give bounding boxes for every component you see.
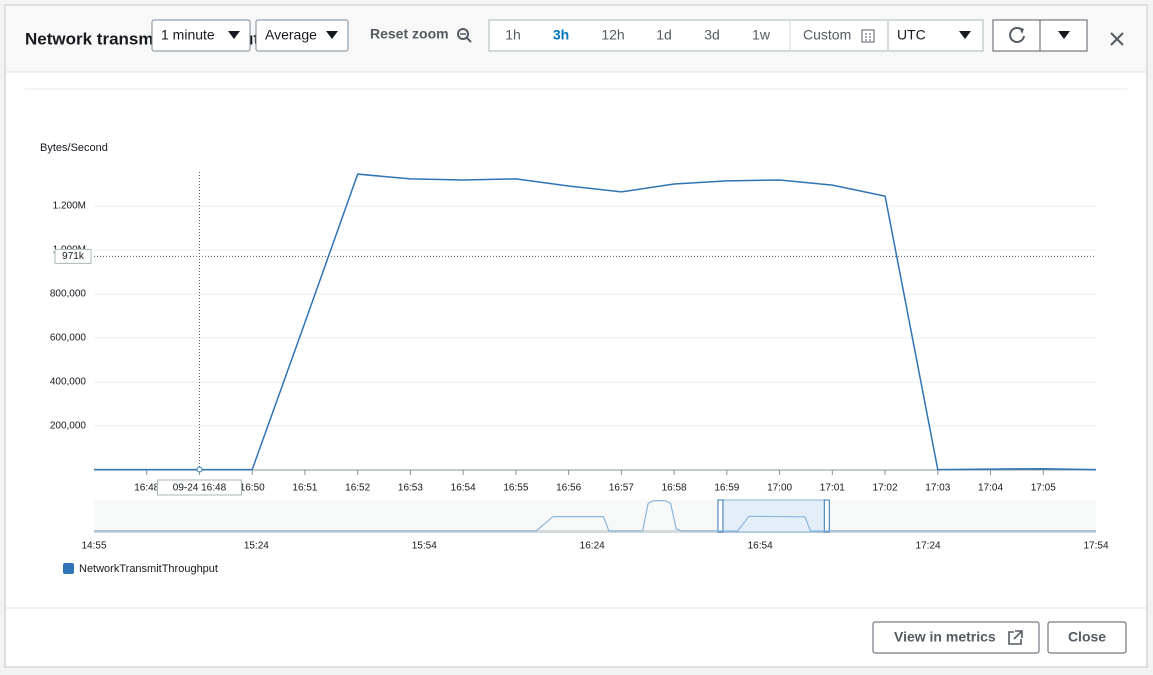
y-tick-label: 200,000 bbox=[50, 421, 87, 432]
crosshair-x-badge bbox=[156, 479, 242, 496]
select-box[interactable] bbox=[255, 19, 349, 52]
legend-swatch bbox=[63, 563, 74, 574]
x-tick-label: 16:57 bbox=[609, 483, 634, 494]
range-buttons: 1h 3h 12h 1d 3d 1w bbox=[505, 27, 771, 43]
overview-tick-label: 14:55 bbox=[81, 541, 106, 552]
refresh-icon bbox=[1009, 27, 1025, 43]
x-tick-label: 16:56 bbox=[556, 483, 581, 494]
y-tick-label: 600,000 bbox=[50, 333, 87, 344]
crosshair-y-badge bbox=[54, 248, 92, 264]
overview-tick-label: 17:54 bbox=[1083, 541, 1108, 552]
select-box[interactable] bbox=[151, 19, 251, 52]
selection-handle[interactable] bbox=[823, 499, 830, 533]
select-value[interactable]: Average bbox=[265, 27, 317, 43]
x-tick-label: 16:50 bbox=[240, 483, 265, 494]
button-label[interactable]: Close bbox=[1068, 629, 1106, 645]
zoom-icon bbox=[457, 28, 472, 43]
range-button[interactable]: 1w bbox=[752, 27, 771, 43]
overview-tick-label: 17:24 bbox=[916, 541, 941, 552]
crosshair-x-label: 09-24 16:48 bbox=[173, 483, 227, 494]
period-select[interactable]: 1 minute bbox=[151, 19, 251, 52]
overview-tick-label: 15:24 bbox=[244, 541, 269, 552]
close-icon[interactable] bbox=[1110, 32, 1124, 46]
y-axis-title: Bytes/Second bbox=[40, 142, 108, 154]
y-tick-label: 800,000 bbox=[50, 289, 87, 300]
overview-tick-label: 16:54 bbox=[748, 541, 773, 552]
x-tick-label: 16:55 bbox=[503, 483, 528, 494]
refresh-icon-tip bbox=[1019, 27, 1024, 34]
overview-tick-label: 16:24 bbox=[580, 541, 605, 552]
select-arrow bbox=[1058, 31, 1070, 39]
custom-range[interactable]: Custom bbox=[803, 27, 851, 43]
selection-handle[interactable] bbox=[717, 499, 724, 533]
dialog-frame bbox=[4, 4, 1148, 668]
y-tick-label: 400,000 bbox=[50, 377, 87, 388]
select-arrow bbox=[326, 31, 338, 39]
range-button[interactable]: 12h bbox=[601, 27, 624, 43]
range-button[interactable]: 1h bbox=[505, 27, 521, 43]
legend-label: NetworkTransmitThroughput bbox=[79, 563, 218, 575]
overview-line bbox=[94, 500, 1096, 532]
x-tick-label: 17:04 bbox=[978, 483, 1003, 494]
x-tick-label: 17:05 bbox=[1031, 483, 1056, 494]
refresh-button[interactable] bbox=[992, 19, 1041, 52]
x-tick-label: 17:01 bbox=[820, 483, 845, 494]
external-link-icon bbox=[1008, 630, 1023, 645]
y-tick-label: 1.200M bbox=[53, 201, 86, 212]
range-button[interactable]: 3d bbox=[704, 27, 720, 43]
close-button[interactable] bbox=[1047, 621, 1127, 654]
x-tick-label: 16:52 bbox=[345, 483, 370, 494]
x-tick-label: 16:53 bbox=[398, 483, 423, 494]
range-button[interactable]: 3h bbox=[553, 27, 569, 43]
crosshair-point bbox=[196, 466, 203, 473]
select-arrow bbox=[959, 31, 971, 39]
button-label[interactable]: View in metrics bbox=[894, 629, 996, 645]
x-tick-label: 16:48 bbox=[134, 483, 159, 494]
x-tick-label: 17:02 bbox=[873, 483, 898, 494]
range-button[interactable]: 1d bbox=[656, 27, 672, 43]
reset-zoom[interactable]: Reset zoom bbox=[370, 26, 449, 42]
x-tick-label: 16:54 bbox=[451, 483, 476, 494]
x-tick-label: 17:03 bbox=[925, 483, 950, 494]
x-tick-label: 16:58 bbox=[662, 483, 687, 494]
x-tick-label: 16:59 bbox=[714, 483, 739, 494]
crosshair-y-label: 971k bbox=[62, 251, 85, 262]
view-in-metrics-button[interactable] bbox=[872, 621, 1040, 654]
x-tick-label: 16:51 bbox=[292, 483, 317, 494]
select-arrow bbox=[228, 31, 240, 39]
select-value[interactable]: 1 minute bbox=[161, 27, 215, 43]
series-line bbox=[94, 173, 1097, 471]
overview-tick-label: 15:54 bbox=[412, 541, 437, 552]
x-tick-label: 17:00 bbox=[767, 483, 792, 494]
stat-select[interactable]: Average bbox=[255, 19, 349, 52]
overview-bg bbox=[94, 500, 1096, 531]
chart: Bytes/Second 200,000 400,000 600,000 800,000… bbox=[40, 142, 1109, 575]
timezone[interactable]: UTC bbox=[897, 27, 926, 43]
calendar-icon bbox=[861, 29, 875, 43]
range-group bbox=[488, 19, 984, 52]
overview-baseline bbox=[94, 530, 1096, 533]
